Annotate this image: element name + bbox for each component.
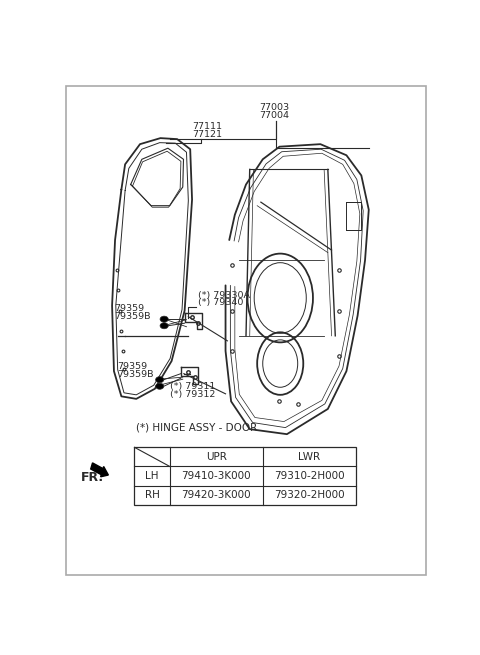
- Ellipse shape: [156, 383, 164, 389]
- Text: UPR: UPR: [206, 452, 227, 462]
- Ellipse shape: [160, 323, 168, 329]
- FancyArrow shape: [91, 463, 108, 477]
- Text: 77004: 77004: [259, 111, 289, 120]
- Text: 79410-3K000: 79410-3K000: [181, 471, 251, 481]
- Ellipse shape: [156, 377, 164, 383]
- Bar: [134, 447, 356, 505]
- Ellipse shape: [160, 316, 168, 322]
- Text: 77121: 77121: [192, 130, 222, 139]
- Text: 79359B: 79359B: [114, 312, 150, 321]
- Text: FR.: FR.: [81, 470, 104, 483]
- Text: 79359B: 79359B: [118, 369, 154, 379]
- Text: 79320-2H000: 79320-2H000: [274, 490, 345, 500]
- Text: 77111: 77111: [192, 122, 222, 131]
- Text: (*) 79311: (*) 79311: [170, 383, 215, 391]
- Text: (*) 79340: (*) 79340: [198, 298, 243, 307]
- Text: (*) HINGE ASSY - DOOR: (*) HINGE ASSY - DOOR: [136, 422, 257, 433]
- Text: 79310-2H000: 79310-2H000: [274, 471, 345, 481]
- Text: LH: LH: [145, 471, 159, 481]
- Text: RH: RH: [144, 490, 159, 500]
- Text: 79359: 79359: [118, 362, 148, 371]
- Text: 79359: 79359: [114, 304, 144, 313]
- Text: 79420-3K000: 79420-3K000: [181, 490, 251, 500]
- Text: (*) 79330A: (*) 79330A: [198, 291, 250, 299]
- Text: (*) 79312: (*) 79312: [170, 390, 215, 399]
- Text: LWR: LWR: [298, 452, 320, 462]
- Text: 77003: 77003: [259, 103, 289, 113]
